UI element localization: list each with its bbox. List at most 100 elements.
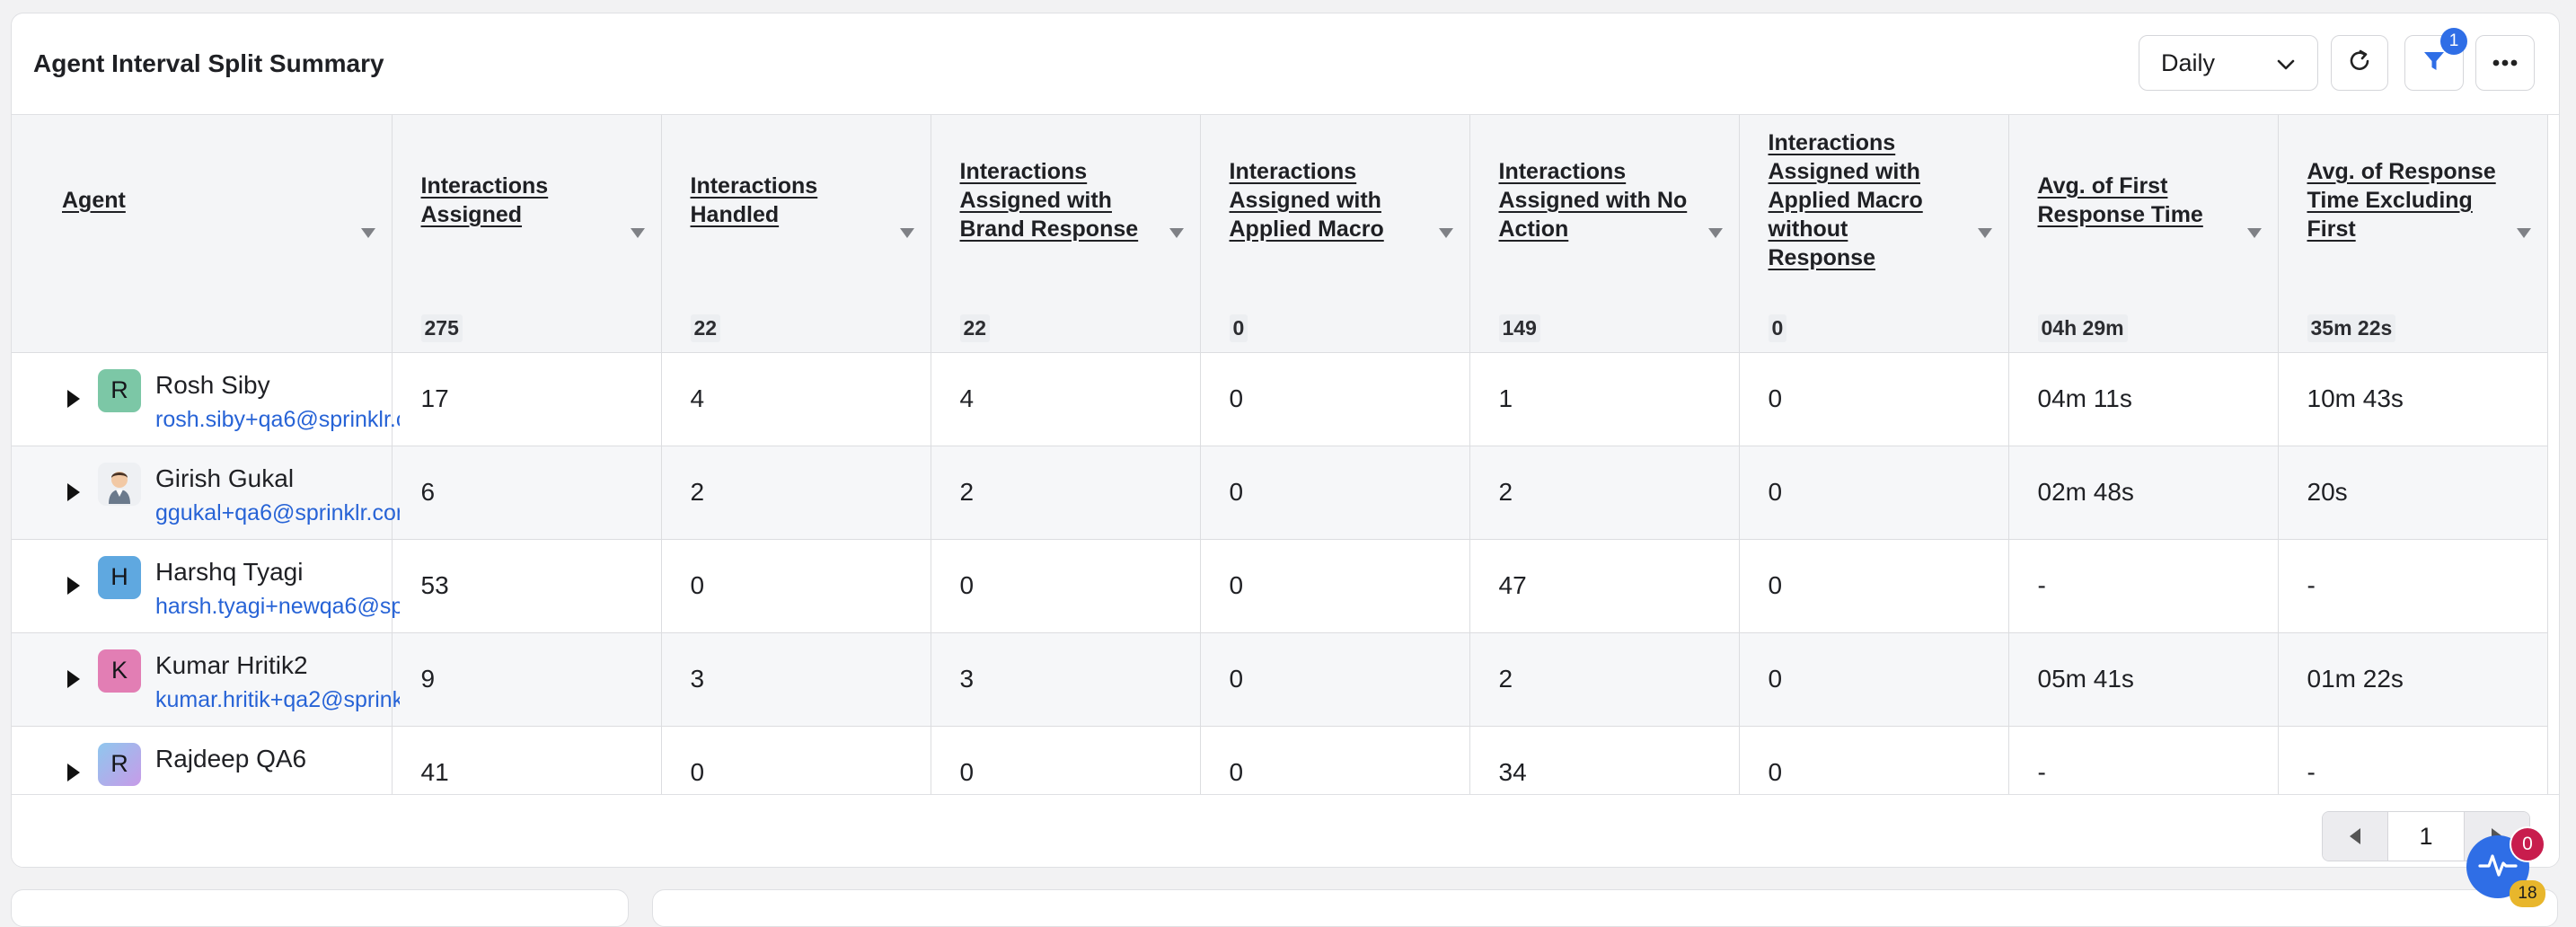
table-cell: 0 bbox=[1200, 539, 1470, 633]
agent-email-link[interactable]: rosh.siby+qa6@sprinklr.com bbox=[155, 406, 400, 432]
filter-count-badge: 1 bbox=[2440, 28, 2467, 55]
chevron-left-icon bbox=[2350, 828, 2360, 844]
filter-icon bbox=[2421, 48, 2448, 79]
expand-row-icon[interactable] bbox=[67, 670, 80, 688]
column-total: 0 bbox=[1229, 314, 1248, 342]
column-header-label[interactable]: Interactions Assigned bbox=[420, 173, 549, 227]
column-header-label[interactable]: Interactions Handled bbox=[690, 173, 818, 227]
table-cell: 10m 43s bbox=[2278, 352, 2548, 446]
refresh-icon bbox=[2345, 47, 2374, 80]
table-cell: 1 bbox=[1469, 352, 1740, 446]
table-cell: 4 bbox=[931, 352, 1201, 446]
column-total: 35m 22s bbox=[2307, 314, 2396, 342]
avatar: R bbox=[98, 368, 141, 412]
table-row: Girish Gukal ggukal+qa6@sprinklr.com 6 2… bbox=[12, 446, 2548, 540]
column-header-response-time-excl-first[interactable]: Avg. of Response Time Excluding First 35… bbox=[2278, 115, 2548, 353]
sort-dropdown-icon[interactable] bbox=[1438, 228, 1453, 238]
agent-cell: R Rosh Siby rosh.siby+qa6@sprinklr.com bbox=[12, 352, 400, 446]
table-cell: 9 bbox=[392, 632, 662, 727]
column-header-label[interactable]: Interactions Assigned with Brand Respons… bbox=[959, 159, 1139, 242]
sort-dropdown-icon[interactable] bbox=[1707, 228, 1723, 238]
sort-dropdown-icon[interactable] bbox=[630, 228, 645, 238]
expand-row-icon[interactable] bbox=[67, 390, 80, 408]
current-page-number: 1 bbox=[2387, 812, 2465, 861]
notification-badge: 0 bbox=[2510, 826, 2545, 862]
column-header-label[interactable]: Avg. of Response Time Excluding First bbox=[2307, 159, 2496, 242]
table-cell: 0 bbox=[1739, 539, 2009, 633]
expand-row-icon[interactable] bbox=[67, 577, 80, 595]
agent-summary-table: Agent Interactions Assigned 275 Interact… bbox=[12, 115, 2548, 796]
table-cell: 0 bbox=[1200, 352, 1470, 446]
column-header-agent[interactable]: Agent bbox=[12, 115, 393, 353]
next-widget-card-left bbox=[11, 889, 629, 927]
column-header-label[interactable]: Avg. of First Response Time bbox=[2037, 173, 2203, 227]
table-cell: - bbox=[2008, 539, 2279, 633]
agent-cell: H Harshq Tyagi harsh.tyagi+newqa6@sprink… bbox=[12, 539, 400, 633]
column-total: 149 bbox=[1498, 314, 1540, 342]
column-header-applied-macro[interactable]: Interactions Assigned with Applied Macro… bbox=[1200, 115, 1470, 353]
table-cell: 0 bbox=[1739, 726, 2009, 796]
table-cell: 2 bbox=[1469, 446, 1740, 540]
agent-email-link[interactable]: harsh.tyagi+newqa6@sprinklr.com bbox=[155, 593, 400, 619]
sort-dropdown-icon[interactable] bbox=[1169, 228, 1184, 238]
agent-name: Rosh Siby bbox=[155, 370, 270, 399]
table-cell: 0 bbox=[1200, 632, 1470, 727]
table-cell: 0 bbox=[661, 726, 931, 796]
widget-header: Agent Interval Split Summary Daily 1 bbox=[12, 13, 2559, 114]
column-header-interactions-assigned[interactable]: Interactions Assigned 275 bbox=[392, 115, 662, 353]
column-header-first-response-time[interactable]: Avg. of First Response Time 04h 29m bbox=[2008, 115, 2279, 353]
more-options-button[interactable] bbox=[2475, 35, 2535, 91]
data-table-container[interactable]: Agent Interactions Assigned 275 Interact… bbox=[12, 114, 2559, 796]
interval-select-value: Daily bbox=[2161, 49, 2216, 76]
agent-email-link[interactable]: kumar.hritik+qa2@sprinklr.com bbox=[155, 686, 400, 712]
column-header-interactions-handled[interactable]: Interactions Handled 22 bbox=[661, 115, 931, 353]
column-header-macro-without-response[interactable]: Interactions Assigned with Applied Macro… bbox=[1739, 115, 2009, 353]
table-cell: 41 bbox=[392, 726, 662, 796]
table-cell: 0 bbox=[1739, 446, 2009, 540]
table-footer: 1 bbox=[12, 794, 2559, 867]
column-total: 275 bbox=[420, 314, 463, 342]
avatar: K bbox=[98, 649, 141, 693]
column-header-label[interactable]: Interactions Assigned with Applied Macro… bbox=[1768, 130, 1923, 270]
table-cell: 01m 22s bbox=[2278, 632, 2548, 727]
next-widget-card-right bbox=[652, 889, 2558, 927]
agent-email-link[interactable]: ggukal+qa6@sprinklr.com bbox=[155, 499, 400, 525]
avatar: R bbox=[98, 742, 141, 786]
widget-title: Agent Interval Split Summary bbox=[33, 49, 384, 77]
interval-select[interactable]: Daily bbox=[2139, 35, 2318, 91]
column-total: 0 bbox=[1768, 314, 1787, 342]
agent-cell: K Kumar Hritik2 kumar.hritik+qa2@sprinkl… bbox=[12, 632, 400, 727]
table-cell: 0 bbox=[1739, 352, 2009, 446]
sort-dropdown-icon[interactable] bbox=[899, 228, 914, 238]
table-cell: 2 bbox=[931, 446, 1201, 540]
expand-row-icon[interactable] bbox=[67, 764, 80, 781]
column-header-label[interactable]: Interactions Assigned with No Action bbox=[1498, 159, 1688, 242]
table-cell: 6 bbox=[392, 446, 662, 540]
sort-dropdown-icon[interactable] bbox=[2246, 228, 2262, 238]
refresh-button[interactable] bbox=[2331, 35, 2388, 91]
column-header-brand-response[interactable]: Interactions Assigned with Brand Respons… bbox=[931, 115, 1201, 353]
column-total: 04h 29m bbox=[2037, 314, 2128, 342]
table-cell: 0 bbox=[931, 539, 1201, 633]
table-cell: 17 bbox=[392, 352, 662, 446]
agent-name: Rajdeep QA6 bbox=[155, 744, 307, 772]
sort-dropdown-icon[interactable] bbox=[1977, 228, 1992, 238]
table-cell: 0 bbox=[1739, 632, 2009, 727]
table-row: R Rajdeep QA6 41 0 0 0 34 0 - - bbox=[12, 726, 2548, 796]
sort-dropdown-icon[interactable] bbox=[360, 228, 375, 238]
count-badge: 18 bbox=[2510, 880, 2545, 907]
table-cell: 20s bbox=[2278, 446, 2548, 540]
column-header-label[interactable]: Interactions Assigned with Applied Macro bbox=[1229, 159, 1384, 242]
sort-dropdown-icon[interactable] bbox=[2516, 228, 2531, 238]
table-cell: - bbox=[2278, 539, 2548, 633]
expand-row-icon[interactable] bbox=[67, 483, 80, 501]
table-cell: 3 bbox=[931, 632, 1201, 727]
column-header-label[interactable]: Agent bbox=[62, 188, 126, 213]
column-header-no-action[interactable]: Interactions Assigned with No Action 149 bbox=[1469, 115, 1740, 353]
column-total: 22 bbox=[959, 314, 991, 342]
previous-page-button[interactable] bbox=[2323, 812, 2387, 861]
table-cell: 0 bbox=[1200, 446, 1470, 540]
table-cell: 34 bbox=[1469, 726, 1740, 796]
table-cell: 4 bbox=[661, 352, 931, 446]
table-cell: 53 bbox=[392, 539, 662, 633]
